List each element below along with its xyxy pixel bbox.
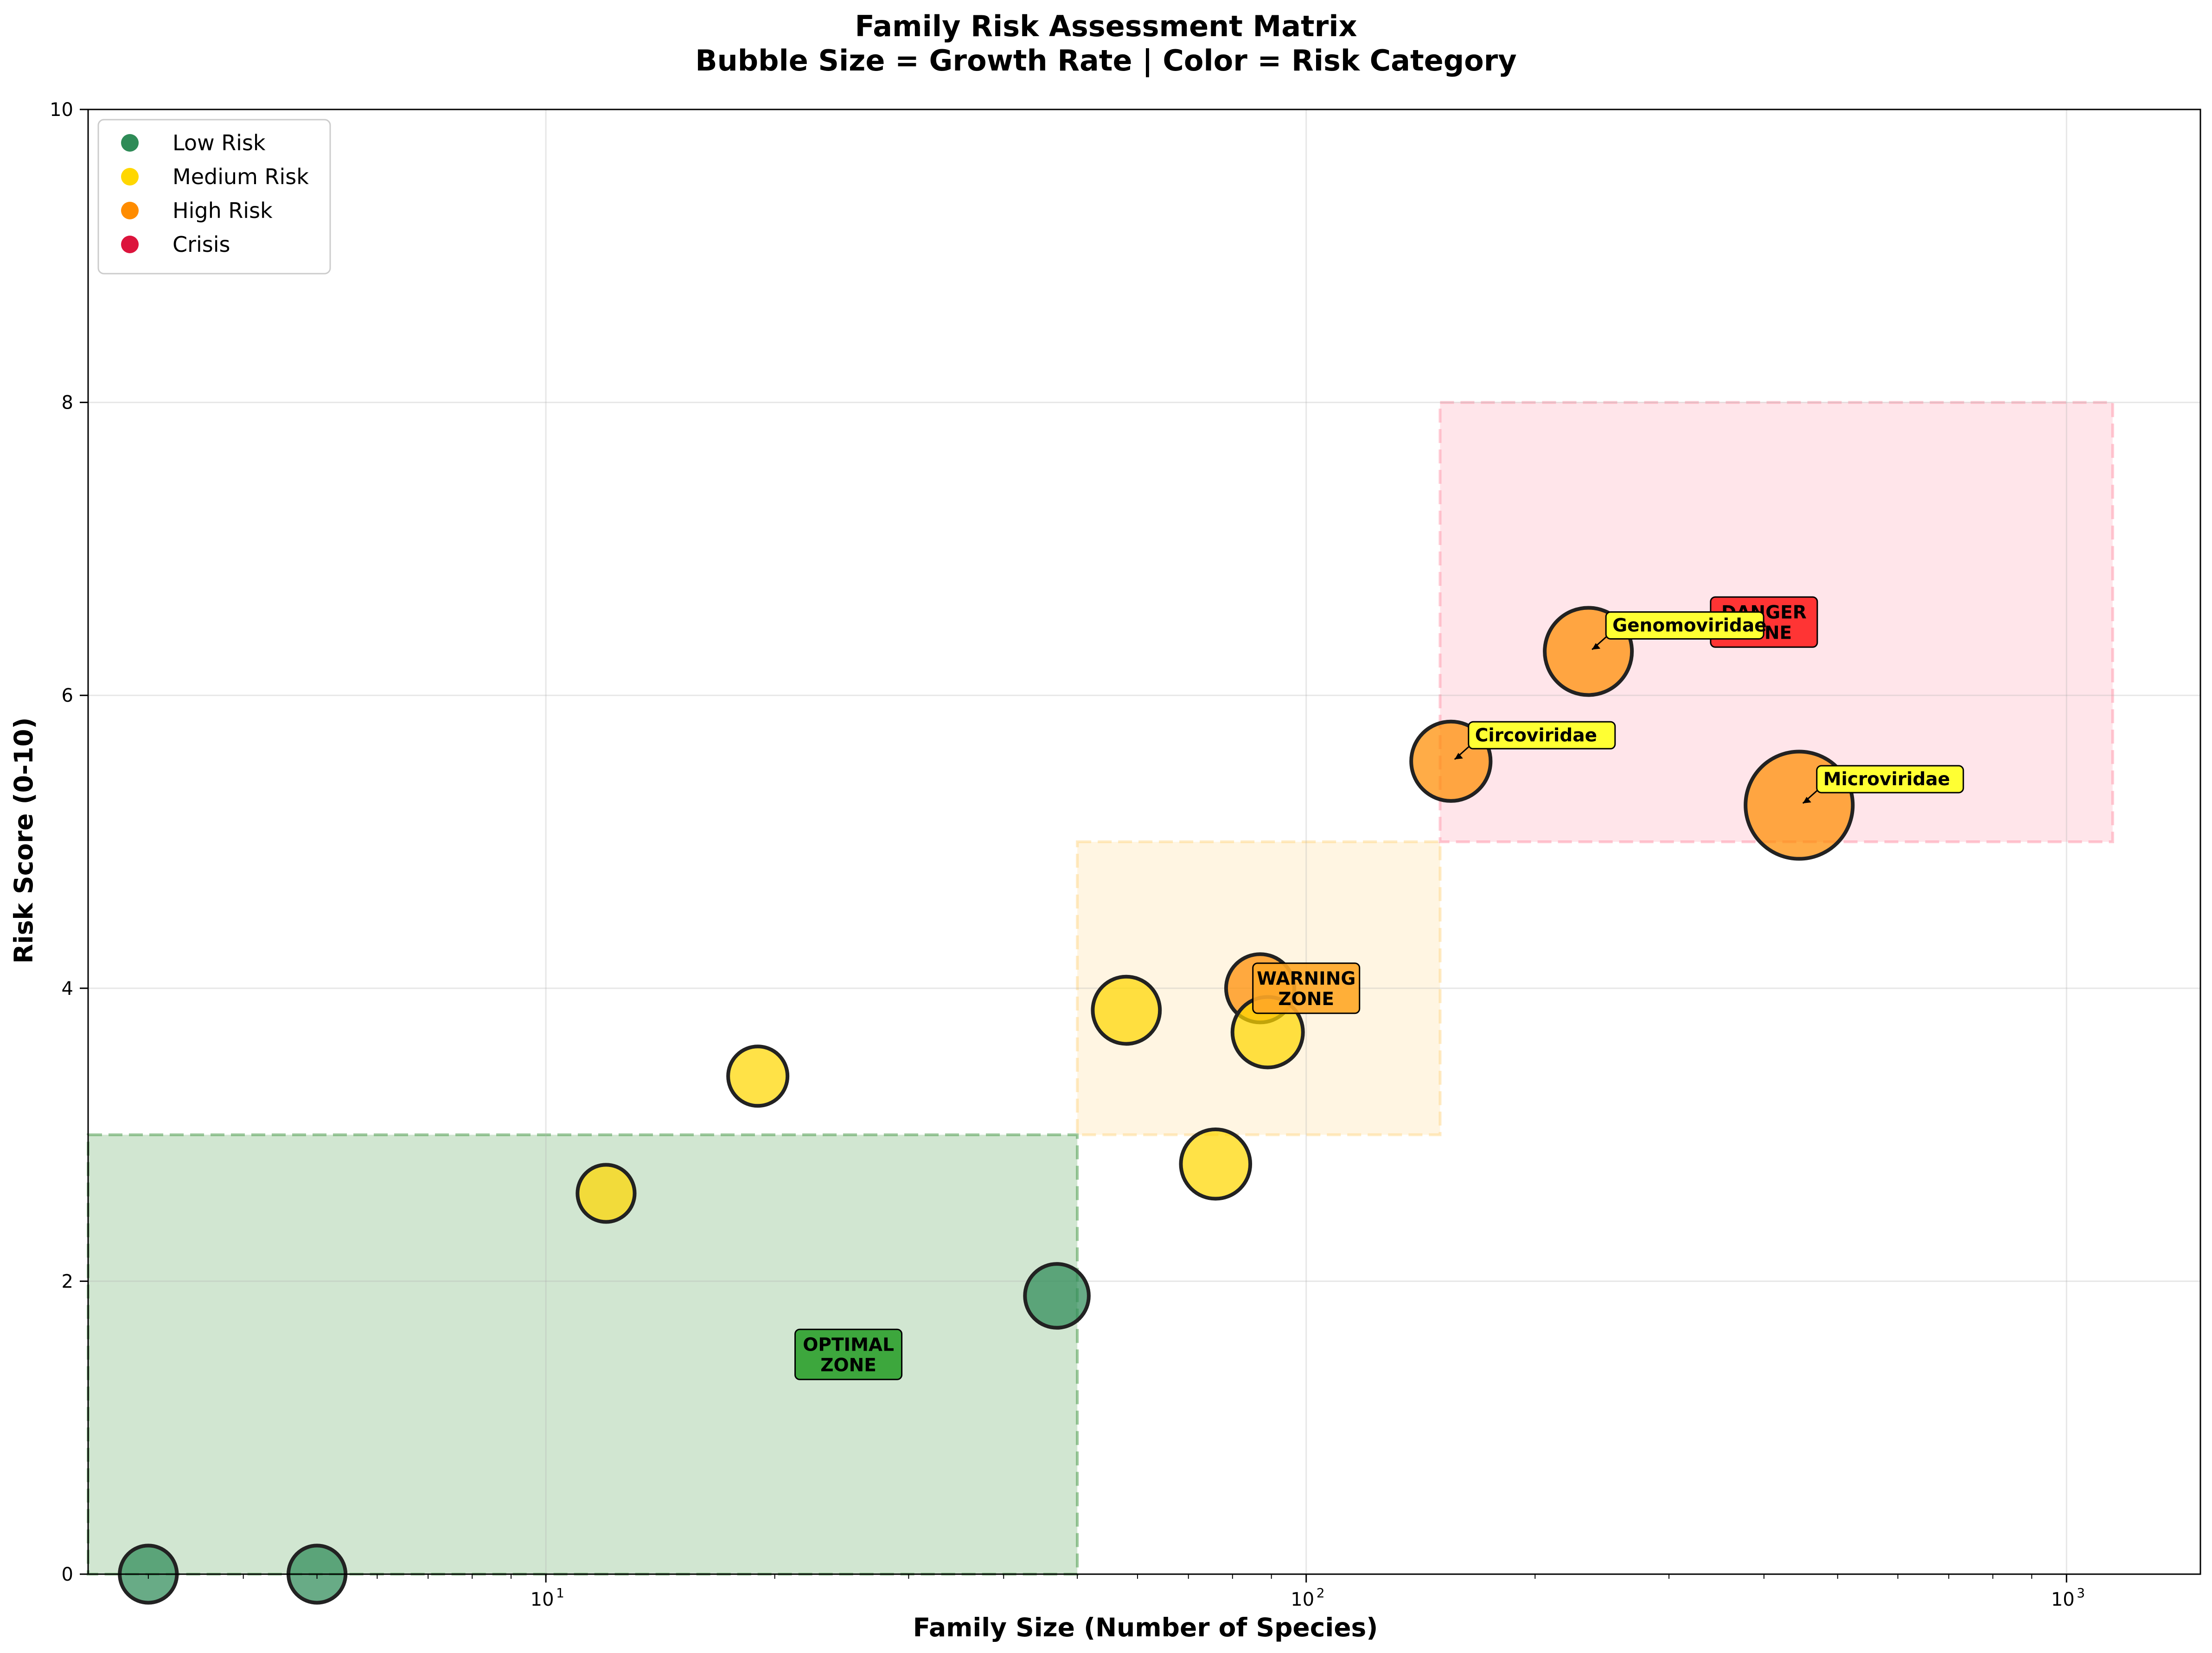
x-tick-exponent-0: 1: [556, 1585, 564, 1601]
data-point-6: [1179, 1127, 1253, 1201]
zone-label-box-0: [794, 1328, 903, 1380]
zone-label-box-1: [1252, 962, 1361, 1014]
annotation-box-10: [1605, 611, 1764, 640]
annotation-box-11: [1816, 765, 1964, 794]
annotation-box-9: [1468, 721, 1616, 750]
point-annotation-11: Microviridae: [1802, 765, 1964, 804]
legend-marker-1: [121, 168, 139, 186]
annotation-text-11: Microviridae: [1823, 769, 1950, 790]
plot-background: [88, 109, 2200, 1574]
y-tick-label-2: 4: [62, 978, 73, 999]
y-tick-label-0: 0: [62, 1564, 73, 1585]
data-point-5: [1091, 974, 1162, 1046]
data-point-3: [726, 1044, 790, 1108]
x-tick-label-2: 10: [2051, 1589, 2075, 1610]
y-axis-label: Risk Score (0-10): [9, 717, 38, 963]
annotation-text-10: Genomoviridae: [1612, 615, 1767, 636]
x-axis-label: Family Size (Number of Species): [913, 1613, 1378, 1642]
annotations-layer: Circoviridae Genomoviridae Microviridae: [1454, 611, 1964, 804]
y-tick-label-1: 2: [62, 1271, 73, 1292]
y-tick-label-5: 10: [50, 99, 73, 121]
x-tick-exponent-2: 3: [2077, 1585, 2085, 1601]
data-point-4: [1023, 1262, 1091, 1330]
legend-label-3: Crisis: [173, 232, 230, 257]
x-tick-exponent-1: 2: [1317, 1585, 1325, 1601]
legend-label-2: High Risk: [173, 198, 273, 223]
annotation-text-9: Circoviridae: [1475, 725, 1597, 746]
x-tick-label-1: 10: [1291, 1589, 1314, 1610]
legend-marker-2: [121, 202, 139, 219]
annotation-arrowhead-9: [1454, 753, 1463, 760]
annotation-arrowhead-10: [1592, 643, 1601, 650]
legend-marker-0: [121, 134, 139, 152]
annotation-arrowhead-11: [1803, 797, 1811, 804]
zone-label-line-1-1: ZONE: [1278, 989, 1334, 1010]
legend: Low Risk Medium Risk High Risk Crisis: [97, 119, 331, 275]
plot-area: OPTIMALZONEWARNINGZONEDANGERZONE Circovi…: [87, 109, 2201, 1605]
data-point-2: [575, 1163, 637, 1224]
point-annotation-9: Circoviridae: [1454, 721, 1616, 760]
plot-frame: [87, 109, 2201, 1575]
legend-label-1: Medium Risk: [173, 164, 309, 189]
y-tick-label-4: 8: [62, 392, 73, 414]
legend-box: [97, 119, 331, 275]
chart-subtitle: Bubble Size = Growth Rate | Color = Risk…: [695, 44, 1516, 78]
y-tick-label-3: 6: [62, 685, 73, 706]
chart-title: Family Risk Assessment Matrix: [855, 9, 1357, 43]
x-tick-label-0: 10: [531, 1589, 554, 1610]
zone-label-line-0-0: OPTIMAL: [803, 1334, 894, 1355]
legend-marker-3: [121, 236, 139, 253]
zone-label-line-0-1: ZONE: [820, 1355, 876, 1376]
zone-label-line-1-0: WARNING: [1257, 968, 1355, 989]
point-annotation-10: Genomoviridae: [1592, 611, 1767, 650]
legend-label-0: Low Risk: [173, 130, 266, 155]
zones-layer: [87, 401, 2114, 1576]
